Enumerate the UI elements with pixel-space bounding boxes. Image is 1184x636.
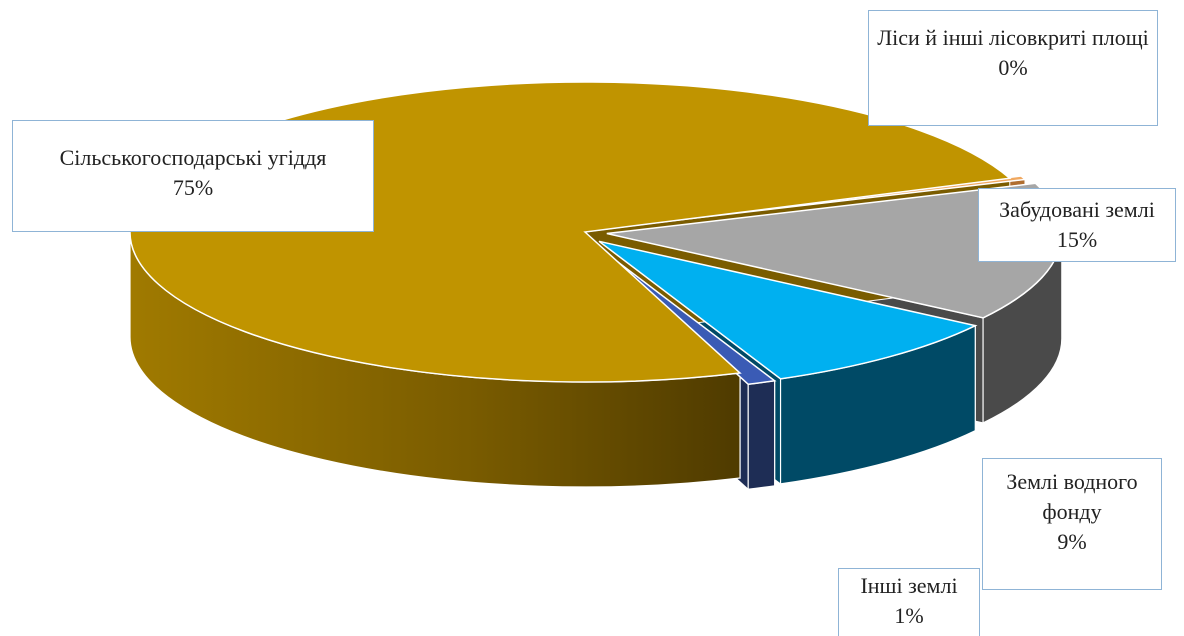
label-water-fund-land-name: Землі водного фонду bbox=[1006, 469, 1138, 524]
label-agricultural-land: Сільськогосподарські угіддя 75% bbox=[12, 120, 374, 232]
label-forests-value: 0% bbox=[998, 55, 1028, 80]
pie-slice-water-fund-land bbox=[598, 240, 978, 380]
pie-slice-side-other-land bbox=[747, 380, 776, 490]
label-other-land-value: 1% bbox=[894, 603, 924, 628]
label-built-up-land-value: 15% bbox=[1056, 227, 1098, 252]
label-built-up-land: Забудовані землі 15% bbox=[978, 188, 1176, 262]
label-other-land-name: Інші землі bbox=[860, 573, 958, 598]
label-built-up-land-name: Забудовані землі bbox=[999, 197, 1155, 222]
label-agricultural-land-value: 75% bbox=[172, 175, 214, 200]
label-agricultural-land-name: Сільськогосподарські угіддя bbox=[59, 145, 327, 170]
label-forests: Ліси й інші лісовкриті площі 0% bbox=[868, 10, 1158, 126]
pie-slice-other-land bbox=[592, 242, 777, 386]
label-water-fund-land-value: 9% bbox=[1057, 529, 1087, 554]
label-forests-name: Ліси й інші лісовкриті площі bbox=[877, 25, 1149, 50]
label-water-fund-land: Землі водного фонду 9% bbox=[982, 458, 1162, 590]
label-other-land: Інші землі 1% bbox=[838, 568, 980, 636]
